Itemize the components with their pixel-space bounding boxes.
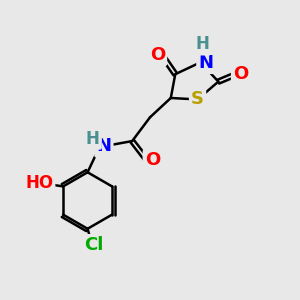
Text: H: H bbox=[86, 130, 100, 148]
Text: N: N bbox=[198, 54, 213, 72]
Text: Cl: Cl bbox=[84, 236, 103, 254]
Text: N: N bbox=[96, 137, 111, 155]
Text: S: S bbox=[191, 91, 204, 109]
Text: O: O bbox=[233, 65, 248, 83]
Text: O: O bbox=[150, 46, 165, 64]
Text: O: O bbox=[145, 152, 160, 169]
Text: H: H bbox=[195, 35, 209, 53]
Text: HO: HO bbox=[25, 174, 53, 192]
